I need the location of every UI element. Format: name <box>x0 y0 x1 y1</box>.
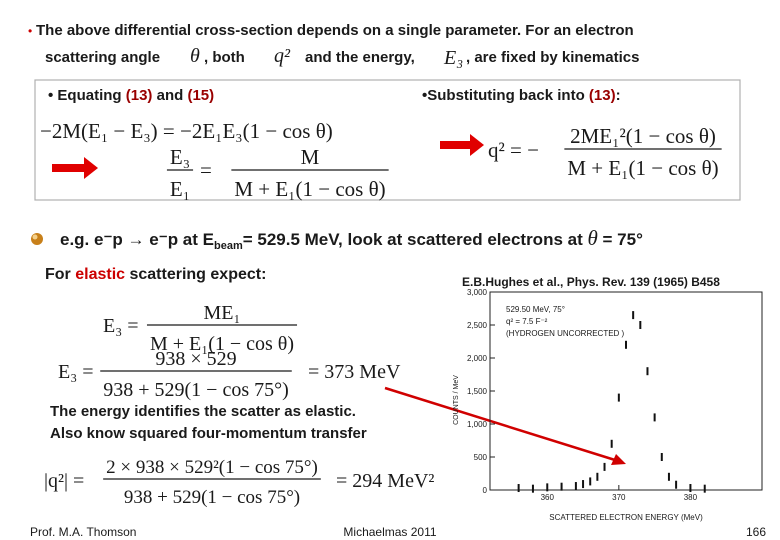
x-axis-label: SCATTERED ELECTRON ENERGY (MeV) <box>549 513 703 522</box>
data-point <box>660 453 663 461</box>
text-line: e.g. e⁻p → e⁻p at Ebeam= 529.5 MeV, look… <box>60 226 643 252</box>
y-tick-label: 500 <box>474 453 488 462</box>
data-point <box>625 340 627 349</box>
numerator: ME₁ <box>204 302 241 324</box>
equation: = 294 MeV² <box>336 470 434 492</box>
text-span: (13) <box>126 87 153 104</box>
data-point <box>531 484 534 493</box>
data-point <box>689 484 692 493</box>
text-span: For <box>45 266 75 283</box>
denominator: M + E₁(1 − cos θ) <box>234 177 385 201</box>
intro-line: scattering angle <box>45 49 160 66</box>
y-tick-label: 1,000 <box>467 420 488 429</box>
y-tick-label: 0 <box>483 486 488 495</box>
figure-annotation: 529.50 MeV, 75° <box>506 305 565 314</box>
text-span: = 529.5 MeV, look at scattered electrons… <box>243 230 588 249</box>
pointer-arrow-head <box>611 454 626 465</box>
text-span: •Substituting back into <box>422 87 589 104</box>
data-point <box>639 321 642 329</box>
text-span: (15) <box>187 87 214 104</box>
y-tick-label: 2,500 <box>467 321 488 330</box>
equation: E₃ = <box>58 361 93 383</box>
text-span: • Equating <box>48 87 126 104</box>
x-tick-label: 370 <box>612 493 626 502</box>
footer-author: Prof. M.A. Thomson <box>30 525 136 539</box>
data-point <box>546 483 549 492</box>
numerator: M <box>301 145 320 169</box>
text-span: beam <box>214 240 243 252</box>
equation: q² = − <box>488 138 539 162</box>
bullet: • <box>28 24 32 38</box>
equation: E₃ = <box>103 315 138 337</box>
intro-line: The above differential cross-section dep… <box>36 22 634 39</box>
equation: = <box>200 158 212 182</box>
pointer-arrow <box>384 386 616 462</box>
data-point <box>574 482 577 491</box>
data-point <box>675 480 678 489</box>
math: θ <box>190 45 200 67</box>
equation: −2M(E₁ − E₃) = −2E₁E₃(1 − cos θ) <box>40 119 333 143</box>
intro-line: , both <box>204 49 245 66</box>
math: E₃ <box>443 47 463 69</box>
text-span: = 75° <box>598 230 643 249</box>
text-span: e.g. e⁻p → e⁻p at E <box>60 230 214 249</box>
bullet-icon <box>31 233 43 245</box>
numerator: 2ME₁²(1 − cos θ) <box>570 124 716 148</box>
data-point <box>603 462 606 471</box>
conclusion: Also know squared four-momentum transfer <box>50 425 367 442</box>
arrow <box>52 157 98 179</box>
text-span: (13) <box>589 87 616 104</box>
figure-annotation: (HYDROGEN UNCORRECTED ) <box>506 329 625 338</box>
x-tick-label: 380 <box>684 493 698 502</box>
intro-line: and the energy, <box>305 49 415 66</box>
text-span: θ <box>587 226 597 250</box>
x-tick-label: 360 <box>541 493 555 502</box>
denominator: 938 + 529(1 − cos 75°) <box>124 487 300 508</box>
data-point <box>610 439 613 448</box>
figure-reference: E.B.Hughes et al., Phys. Rev. 139 (1965)… <box>462 275 720 289</box>
denominator: M + E₁(1 − cos θ) <box>567 156 718 180</box>
text-span: and <box>152 87 187 104</box>
text-line: For elastic scattering expect: <box>45 266 266 283</box>
data-point <box>667 472 670 481</box>
text-span: : <box>616 87 621 104</box>
data-point <box>596 472 599 481</box>
numerator: 938 × 529 <box>155 348 236 370</box>
denominator: M + E₁(1 − cos θ) <box>150 333 294 355</box>
arrow <box>440 134 484 156</box>
data-point <box>653 413 656 422</box>
figure-annotation: q² = 7.5 F⁻² <box>506 317 548 326</box>
data-point <box>703 484 706 493</box>
numerator: 2 × 938 × 529²(1 − cos 75°) <box>106 457 318 478</box>
numerator: E₃ <box>170 145 190 169</box>
data-point <box>517 484 520 493</box>
data-point <box>560 482 563 491</box>
page-number: 166 <box>746 525 766 539</box>
intro-line: , are fixed by kinematics <box>466 49 639 66</box>
y-tick-label: 2,000 <box>467 354 488 363</box>
y-axis-label: COUNTS / MeV <box>453 375 460 425</box>
data-point <box>589 477 592 486</box>
y-tick-label: 3,000 <box>467 288 488 297</box>
data-point <box>646 367 649 376</box>
equation: |q²| = <box>44 470 84 492</box>
math: q² <box>274 45 291 67</box>
text-line: •Substituting back into (13): <box>422 87 621 104</box>
data-point <box>582 480 585 489</box>
footer-term: Michaelmas 2011 <box>343 525 436 539</box>
text-span: scattering expect: <box>125 266 266 283</box>
conclusion: The energy identifies the scatter as ela… <box>50 403 356 420</box>
data-point <box>632 311 635 320</box>
denominator: 938 + 529(1 − cos 75°) <box>103 379 289 401</box>
equation: = 373 MeV <box>308 361 401 383</box>
denominator: E₁ <box>170 177 190 201</box>
equation-box <box>34 79 741 201</box>
y-tick-label: 1,500 <box>467 387 488 396</box>
text-span: elastic <box>75 266 125 283</box>
data-point <box>617 393 620 402</box>
text-line: • Equating (13) and (15) <box>48 87 214 104</box>
